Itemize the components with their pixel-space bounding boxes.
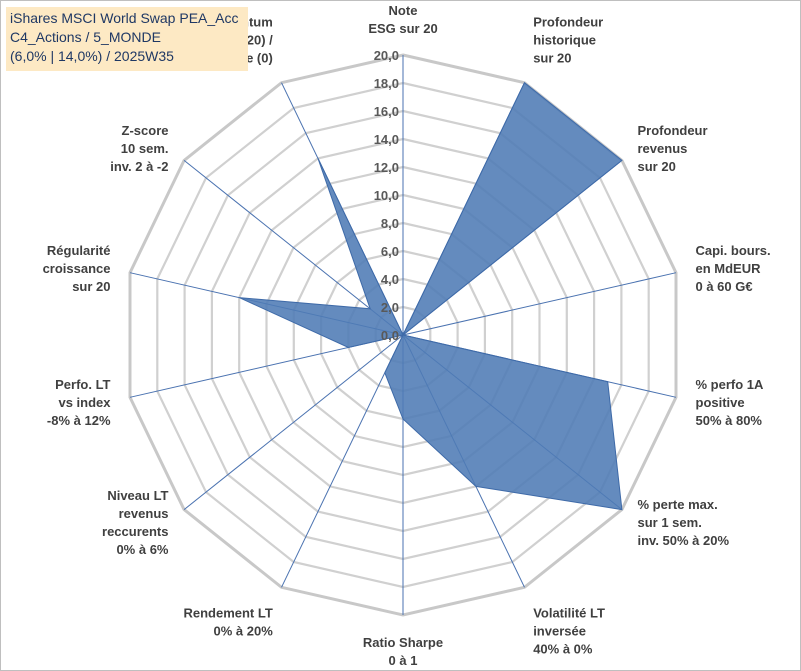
- radar-axis-label-line: 0 à 60 G€: [696, 279, 753, 294]
- radar-tick-label: 8,0: [381, 216, 399, 231]
- radar-axis-label: % perfo 1A positive 50% à 80%: [696, 377, 765, 428]
- radar-axis-label: Niveau LT revenus reccurents 0% à 6%: [102, 488, 169, 557]
- radar-axis-label-line: Profondeur: [533, 15, 603, 30]
- chart-title-box: iShares MSCI World Swap PEA_Acc C4_Actio…: [6, 7, 248, 71]
- radar-axis-label: Rendement LT 0% à 20%: [183, 605, 273, 638]
- radar-spoke: [281, 334, 404, 588]
- radar-axis-label: Profondeur revenus sur 20: [638, 123, 708, 174]
- radar-axis-label: Ratio Sharpe 0 à 1: [363, 635, 443, 668]
- radar-tick-label: 18,0: [374, 76, 399, 91]
- radar-axis-label-line: 10 sem.: [121, 141, 169, 156]
- radar-axis-label-line: en MdEUR: [696, 261, 762, 276]
- radar-axis-label: Perfo. LT vs index -8% à 12%: [47, 377, 111, 428]
- radar-axis-label-line: croissance: [43, 261, 111, 276]
- radar-axis-label-line: Note: [389, 3, 418, 18]
- radar-axis-label-line: vs index: [58, 395, 111, 410]
- radar-tick-label: 0,0: [381, 328, 399, 343]
- radar-spoke: [183, 334, 404, 510]
- radar-axis-label-line: revenus: [119, 506, 169, 521]
- radar-axis-label: Z-score 10 sem. inv. 2 à -2: [110, 123, 168, 174]
- radar-axis-label-line: reccurents: [102, 524, 168, 539]
- radar-axis-label: Régularité croissance sur 20: [43, 243, 111, 294]
- radar-axis-label-line: Volatilité LT: [533, 605, 605, 620]
- radar-axis-label-line: 40% à 0%: [533, 641, 593, 656]
- radar-axis-label-line: revenus: [638, 141, 688, 156]
- radar-axis-label: Capi. bours. en MdEUR 0 à 60 G€: [696, 243, 771, 294]
- radar-axis-label-line: Z-score: [122, 123, 169, 138]
- radar-axis-label-line: Perfo. LT: [55, 377, 110, 392]
- radar-axis-label: Note ESG sur 20: [368, 3, 437, 36]
- radar-axis-label: % perte max. sur 1 sem. inv. 50% à 20%: [638, 497, 730, 548]
- radar-tick-label: 2,0: [381, 300, 399, 315]
- radar-axis-label-line: sur 20: [533, 51, 571, 66]
- radar-axis-label-line: positive: [696, 395, 745, 410]
- radar-axis-label-line: sur 20: [72, 279, 110, 294]
- radar-axis-label-line: 50% à 80%: [696, 413, 763, 428]
- radar-axis-label-line: Niveau LT: [107, 488, 168, 503]
- radar-tick-labels: 0,0 2,0 4,0 6,0 8,0 10,0 12,0 14,0 16,0 18,0 20,0: [374, 48, 399, 343]
- radar-axis-label-line: 0 à 1: [389, 653, 418, 668]
- radar-series-area: [238, 81, 623, 511]
- chart-title-line-1: iShares MSCI World Swap PEA_Acc: [10, 10, 239, 26]
- radar-tick-label: 6,0: [381, 244, 399, 259]
- radar-axis-label-line: 0% à 20%: [214, 623, 274, 638]
- chart-title-line-2: C4_Actions / 5_MONDE: [10, 29, 161, 45]
- radar-axis-label-line: inv. 50% à 20%: [638, 533, 730, 548]
- radar-axis-label-line: % perte max.: [638, 497, 718, 512]
- radar-axis-label-line: Rendement LT: [183, 605, 272, 620]
- radar-tick-label: 10,0: [374, 188, 399, 203]
- radar-tick-label: 12,0: [374, 160, 399, 175]
- radar-tick-label: 14,0: [374, 132, 399, 147]
- radar-axis-label-line: % perfo 1A: [696, 377, 765, 392]
- radar-axis-label-line: Ratio Sharpe: [363, 635, 443, 650]
- radar-axis-label-line: Profondeur: [638, 123, 708, 138]
- radar-axis-label: Profondeur historique sur 20: [533, 15, 603, 66]
- radar-axis-label-line: sur 20: [638, 159, 676, 174]
- radar-axis-label-line: inversée: [533, 623, 586, 638]
- radar-axis-label-line: Régularité: [47, 243, 111, 258]
- chart-title-line-3: (6,0% | 14,0%) / 2025W35: [10, 48, 174, 64]
- radar-axis-labels: Note ESG sur 20 Profondeur historique sur 20…: [43, 3, 771, 668]
- radar-spoke: [402, 272, 677, 336]
- radar-spoke: [183, 160, 404, 336]
- radar-tick-label: 4,0: [381, 272, 399, 287]
- radar-axis-label-line: sur 1 sem.: [638, 515, 702, 530]
- radar-tick-label: 16,0: [374, 104, 399, 119]
- radar-tick-label: 20,0: [374, 48, 399, 63]
- radar-series: [238, 81, 623, 511]
- radar-axis-label-line: inv. 2 à -2: [110, 159, 168, 174]
- radar-axis-label-line: historique: [533, 33, 596, 48]
- radar-axis-label-line: ESG sur 20: [368, 21, 437, 36]
- radar-axis-label: Volatilité LT inversée 40% à 0%: [533, 605, 605, 656]
- radar-axis-label-line: 0% à 6%: [116, 542, 168, 557]
- radar-axis-label-line: Capi. bours.: [696, 243, 771, 258]
- radar-axis-label-line: -8% à 12%: [47, 413, 111, 428]
